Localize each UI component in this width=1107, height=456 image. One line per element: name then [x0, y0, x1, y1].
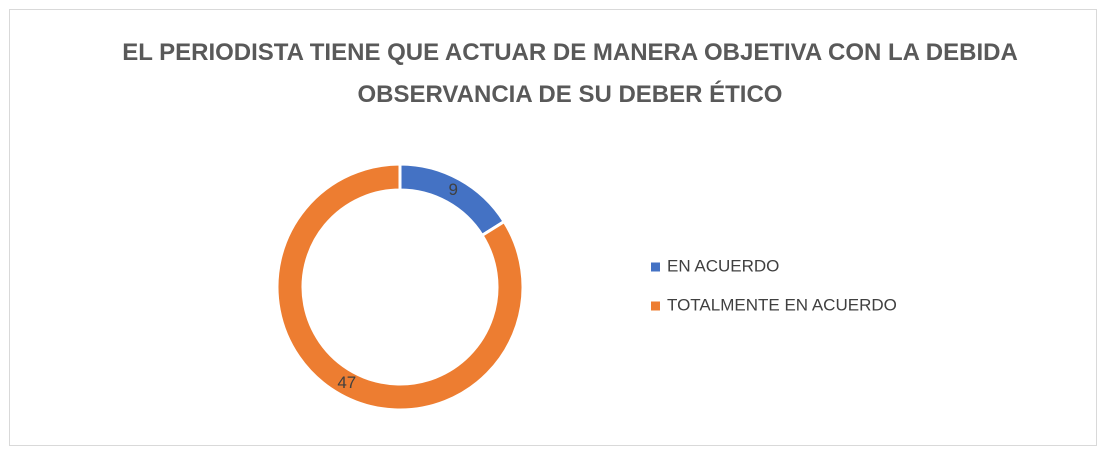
data-label: 47 — [337, 373, 356, 392]
chart-title: EL PERIODISTA TIENE QUE ACTUAR DE MANERA… — [122, 39, 1018, 108]
legend-label: TOTALMENTE EN ACUERDO — [667, 295, 897, 314]
donut-segment — [275, 162, 525, 412]
donut-segment — [398, 162, 507, 238]
legend-marker — [651, 262, 660, 272]
chart-frame — [9, 9, 1097, 446]
legend-marker — [651, 301, 660, 311]
data-label: 9 — [448, 180, 457, 199]
legend-label: EN ACUERDO — [667, 256, 779, 275]
